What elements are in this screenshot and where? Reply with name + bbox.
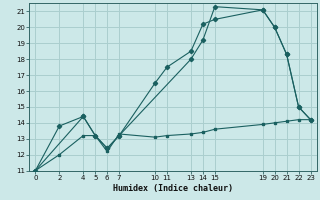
X-axis label: Humidex (Indice chaleur): Humidex (Indice chaleur) <box>113 184 233 193</box>
